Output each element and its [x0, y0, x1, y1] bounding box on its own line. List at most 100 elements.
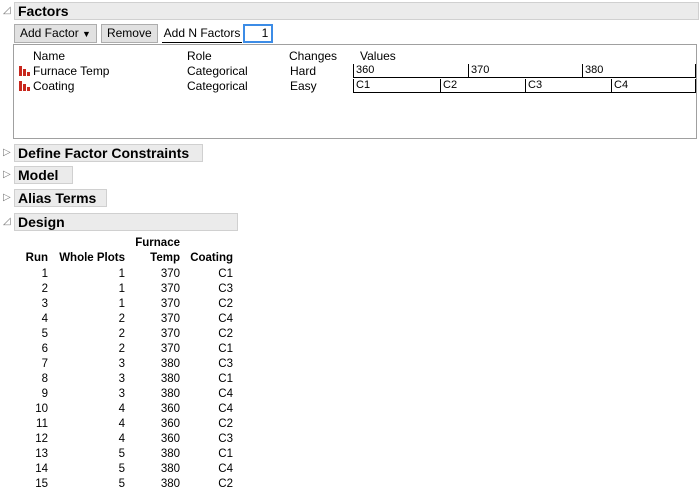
add-factor-button[interactable]: Add Factor ▼ — [14, 24, 97, 43]
table-cell: 380 — [160, 358, 180, 370]
table-cell: C1 — [218, 448, 233, 460]
table-cell: 9 — [41, 388, 48, 400]
table-cell: 7 — [41, 358, 48, 370]
model-header[interactable]: Model — [14, 166, 73, 184]
table-cell: 1 — [118, 298, 125, 310]
table-cell: 3 — [118, 373, 125, 385]
factor-changes[interactable]: Hard — [290, 64, 317, 78]
table-cell: 1 — [41, 268, 48, 280]
table-cell: 370 — [160, 283, 180, 295]
table-cell: C4 — [218, 463, 233, 475]
table-cell: 13 — [35, 448, 48, 460]
factor-value[interactable]: C3 — [525, 79, 611, 93]
factor-value[interactable]: 370 — [468, 64, 582, 78]
table-cell: C4 — [218, 388, 233, 400]
expand-triangle-icon[interactable]: ▷ — [3, 147, 11, 158]
factor-name[interactable]: Furnace Temp — [33, 64, 110, 78]
table-cell: 380 — [160, 373, 180, 385]
remove-button[interactable]: Remove — [100, 24, 158, 43]
col-values: Values — [360, 49, 396, 63]
table-cell: C4 — [218, 403, 233, 415]
table-cell: 4 — [118, 418, 125, 430]
factor-value[interactable]: 360 — [353, 64, 468, 78]
collapse-triangle-icon[interactable]: ◿ — [3, 5, 11, 16]
table-cell: 12 — [35, 433, 48, 445]
table-cell: C1 — [218, 268, 233, 280]
factors-header[interactable]: Factors — [14, 2, 699, 20]
factor-role[interactable]: Categorical — [187, 79, 248, 93]
table-cell: 5 — [118, 463, 125, 475]
table-cell: 360 — [160, 418, 180, 430]
factors-toolbar: Add Factor ▼ Remove Add N Factors 1 — [14, 24, 274, 43]
table-cell: 380 — [160, 388, 180, 400]
table-cell: 2 — [118, 343, 125, 355]
define-factor-constraints-header[interactable]: Define Factor Constraints — [14, 144, 203, 162]
categorical-icon — [19, 66, 30, 76]
table-cell: 3 — [118, 358, 125, 370]
col-changes: Changes — [289, 49, 338, 63]
table-cell: 3 — [41, 298, 48, 310]
table-cell: C2 — [218, 328, 233, 340]
table-cell: C2 — [218, 298, 233, 310]
add-factor-label: Add Factor — [20, 26, 79, 40]
categorical-icon — [19, 81, 30, 91]
table-cell: 5 — [41, 328, 48, 340]
table-cell: C4 — [218, 313, 233, 325]
table-cell: 11 — [36, 418, 48, 430]
col-name: Name — [33, 49, 66, 63]
add-n-factors-input[interactable]: 1 — [243, 24, 274, 43]
factor-value[interactable]: 380 — [582, 64, 696, 78]
factor-role[interactable]: Categorical — [187, 64, 248, 78]
header-furnace: Furnace — [135, 237, 180, 249]
table-cell: 380 — [160, 463, 180, 475]
factor-value[interactable]: C2 — [440, 79, 525, 93]
collapse-triangle-icon[interactable]: ◿ — [3, 216, 11, 227]
factor-name[interactable]: Coating — [33, 79, 75, 93]
table-cell: 370 — [160, 343, 180, 355]
table-cell: 4 — [41, 313, 48, 325]
expand-triangle-icon[interactable]: ▷ — [3, 169, 11, 180]
dropdown-arrow-icon: ▼ — [82, 29, 91, 39]
header-coating: Coating — [190, 252, 233, 264]
table-cell: 370 — [160, 268, 180, 280]
table-cell: 6 — [41, 343, 48, 355]
table-cell: 4 — [118, 403, 125, 415]
table-cell: C2 — [218, 418, 233, 430]
table-cell: 3 — [118, 388, 125, 400]
table-cell: 5 — [118, 478, 125, 490]
table-cell: 2 — [118, 328, 125, 340]
design-header[interactable]: Design — [14, 213, 238, 231]
factor-value[interactable]: C1 — [353, 79, 440, 93]
table-cell: 15 — [35, 478, 48, 490]
table-cell: 14 — [35, 463, 48, 475]
alias-terms-header[interactable]: Alias Terms — [14, 189, 107, 207]
table-cell: C2 — [218, 478, 233, 490]
factor-value[interactable]: C4 — [611, 79, 696, 93]
table-cell: 10 — [35, 403, 48, 415]
table-cell: 2 — [118, 313, 125, 325]
expand-triangle-icon[interactable]: ▷ — [3, 192, 11, 203]
table-cell: 2 — [41, 283, 48, 295]
table-cell: 370 — [160, 313, 180, 325]
table-cell: 360 — [160, 403, 180, 415]
table-cell: C1 — [218, 373, 233, 385]
table-cell: C3 — [218, 433, 233, 445]
col-role: Role — [187, 49, 212, 63]
table-cell: 1 — [118, 283, 125, 295]
header-whole-plots: Whole Plots — [59, 252, 125, 264]
add-n-factors-label: Add N Factors — [161, 24, 243, 43]
table-cell: C1 — [218, 343, 233, 355]
table-cell: 380 — [160, 478, 180, 490]
table-cell: C3 — [218, 358, 233, 370]
table-cell: 370 — [160, 328, 180, 340]
table-cell: C3 — [218, 283, 233, 295]
factors-list[interactable]: Name Role Changes Values Furnace Temp Ca… — [13, 44, 697, 139]
table-cell: 5 — [118, 448, 125, 460]
table-cell: 370 — [160, 298, 180, 310]
header-temp: Temp — [150, 252, 180, 264]
header-run: Run — [25, 252, 48, 264]
factor-changes[interactable]: Easy — [290, 79, 317, 93]
table-cell: 8 — [41, 373, 48, 385]
table-cell: 360 — [160, 433, 180, 445]
table-cell: 1 — [118, 268, 125, 280]
